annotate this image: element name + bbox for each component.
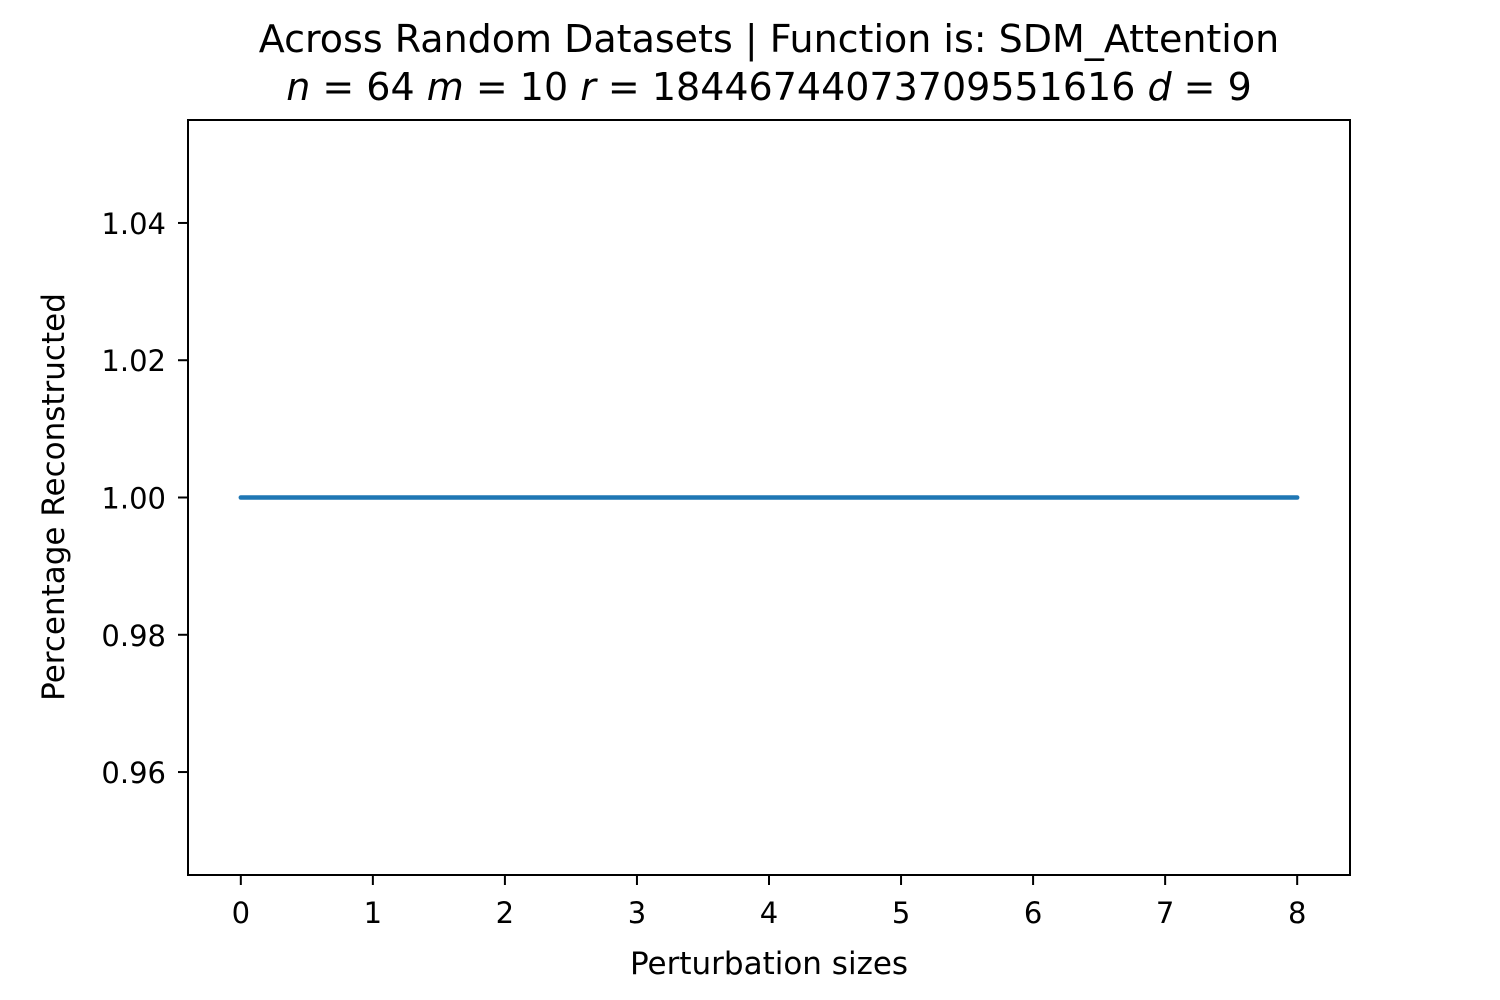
x-tick-label: 5: [892, 896, 910, 930]
x-tick-label: 0: [232, 896, 250, 930]
y-tick-label: 0.96: [101, 756, 166, 790]
x-tick-label: 1: [364, 896, 382, 930]
x-tick-label: 4: [760, 896, 778, 930]
subtitle-value-r: = 18446744073709551616: [596, 65, 1136, 109]
subtitle-var-n: n: [286, 65, 310, 109]
subtitle-value-d: = 9: [1172, 65, 1252, 109]
chart-subtitle: n = 64 m = 10 r = 18446744073709551616 d…: [286, 65, 1252, 109]
subtitle-var-d: d: [1135, 65, 1172, 109]
x-tick-label: 8: [1288, 896, 1306, 930]
axis-ticks: 0 1 2 3 4 5 6 7 8 0.96 0.98 1.00 1.02 1.04: [101, 207, 1306, 930]
subtitle-var-m: m: [415, 65, 464, 109]
y-tick-label: 1.04: [101, 207, 166, 241]
chart-title: Across Random Datasets | Function is: SD…: [259, 17, 1279, 62]
x-tick-label: 3: [628, 896, 646, 930]
plot-frame: [187, 119, 1351, 876]
x-axis-label: Perturbation sizes: [630, 946, 908, 982]
y-axis-label: Percentage Reconstructed: [36, 293, 72, 701]
subtitle-value-m: = 10: [464, 65, 568, 109]
y-tick-label: 1.02: [101, 344, 166, 378]
x-tick-label: 6: [1024, 896, 1042, 930]
x-tick-label: 2: [496, 896, 514, 930]
x-tick-label: 7: [1156, 896, 1174, 930]
subtitle-var-r: r: [568, 65, 598, 109]
y-tick-label: 1.00: [101, 482, 166, 516]
y-tick-label: 0.98: [101, 619, 166, 653]
subtitle-value-n: = 64: [310, 65, 414, 109]
